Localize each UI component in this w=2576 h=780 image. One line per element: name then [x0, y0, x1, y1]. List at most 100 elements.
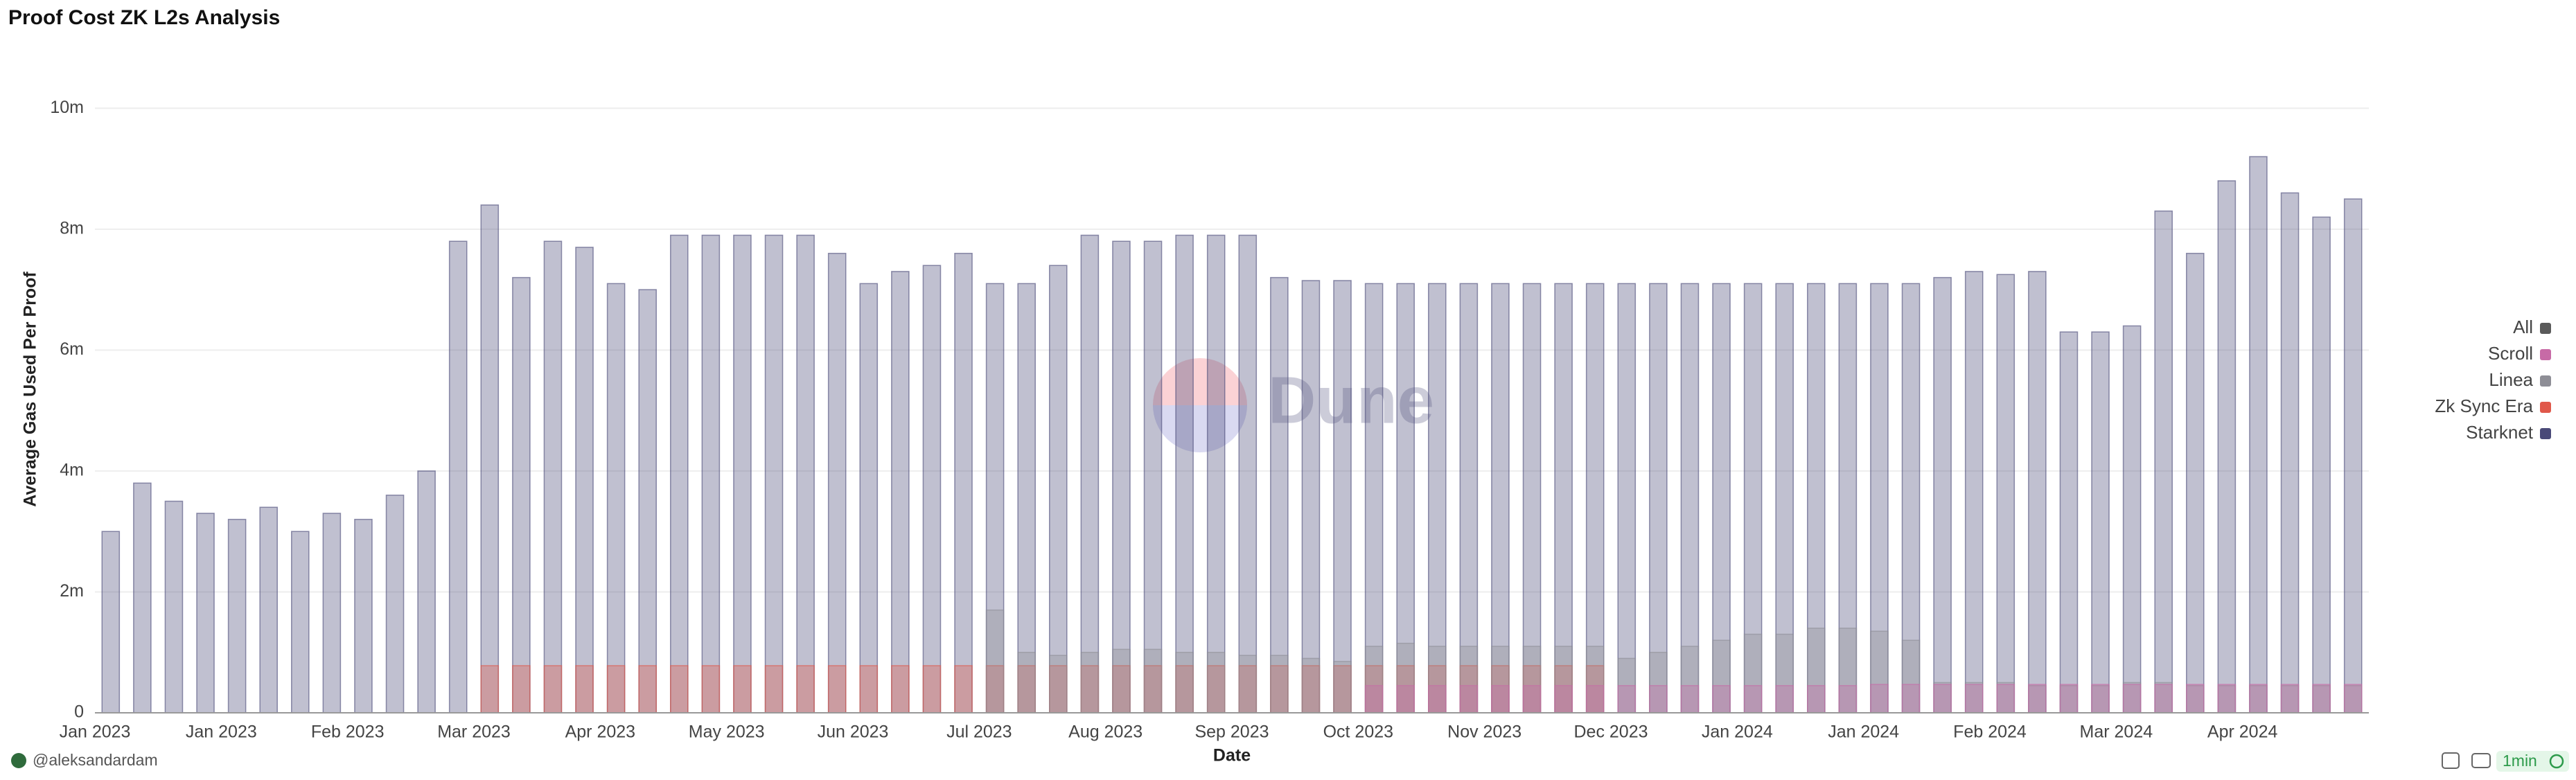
bar: [2312, 216, 2331, 713]
bar: [1206, 651, 1226, 713]
bar: [1743, 283, 1763, 713]
bar: [1933, 684, 1952, 713]
bar: [1775, 684, 1794, 713]
bar: [1522, 684, 1542, 713]
bar: [1049, 265, 1068, 713]
bar: [1428, 646, 1447, 713]
x-tick-label: Jan 2023: [186, 723, 257, 742]
bar: [1175, 234, 1194, 713]
watermark-logo-bottom: [1153, 405, 1247, 452]
bar: [1522, 283, 1542, 713]
bar: [827, 252, 847, 713]
refresh-badge[interactable]: [2496, 751, 2569, 772]
legend-swatch: [2540, 375, 2551, 387]
bar: [2249, 684, 2268, 713]
footer-user[interactable]: @aleksandardam: [33, 751, 158, 769]
bar: [2122, 325, 2142, 713]
bar: [1428, 684, 1447, 713]
edit-icon[interactable]: [2442, 752, 2460, 769]
bar: [2059, 331, 2079, 713]
bar: [575, 247, 594, 713]
bar: [1554, 665, 1573, 713]
bar: [2186, 252, 2205, 713]
x-tick-label: Jun 2023: [818, 723, 889, 742]
bar: [1680, 283, 1700, 713]
bar: [922, 265, 942, 713]
bar: [1775, 633, 1794, 713]
bar: [1112, 648, 1131, 713]
bar: [2091, 684, 2110, 713]
bar: [1680, 646, 1700, 713]
x-tick-label: Jan 2023: [60, 723, 131, 742]
bar: [891, 665, 910, 713]
bar: [1964, 684, 1984, 713]
bar: [1238, 234, 1258, 713]
bar: [1143, 240, 1163, 713]
x-tick-label: Mar 2023: [437, 723, 511, 742]
bar: [1964, 682, 1984, 713]
footer: @aleksandardam 1min: [11, 751, 2569, 772]
camera-icon[interactable]: [2471, 753, 2491, 768]
legend-label[interactable]: All: [2513, 317, 2533, 337]
x-tick-label: Feb 2023: [311, 723, 385, 742]
bar: [1301, 665, 1321, 713]
bar: [1396, 283, 1415, 713]
bar: [543, 665, 563, 713]
bar: [1649, 283, 1668, 713]
bar: [1996, 684, 2015, 713]
legend-label[interactable]: Linea: [2489, 369, 2533, 390]
bar: [1807, 684, 1826, 713]
bar: [2186, 684, 2205, 713]
bar: [480, 204, 500, 713]
x-tick-label: Apr 2024: [2207, 723, 2278, 742]
bar: [1049, 655, 1068, 713]
bar: [985, 609, 1005, 713]
bar: [954, 252, 973, 713]
legend-swatch: [2540, 428, 2551, 439]
y-tick-label: 10m: [50, 98, 84, 117]
bar: [1301, 280, 1321, 713]
bar: [1712, 684, 1731, 713]
bar: [1491, 665, 1510, 713]
bar: [2280, 684, 2300, 713]
bar: [1870, 630, 1889, 713]
x-tick-label: Apr 2023: [565, 723, 635, 742]
bar: [480, 665, 500, 713]
bar: [2217, 180, 2237, 713]
x-tick-label: Sep 2023: [1194, 723, 1269, 742]
x-tick-label: Jul 2023: [946, 723, 1012, 742]
bar: [1996, 274, 2015, 713]
bar: [2028, 684, 2047, 713]
bar: [575, 665, 594, 713]
bar: [859, 283, 879, 713]
bar: [2343, 684, 2363, 713]
bar: [133, 482, 152, 713]
legend-label[interactable]: Scroll: [2488, 343, 2533, 364]
bar: [701, 234, 721, 713]
bar: [227, 518, 247, 713]
bar: [1396, 684, 1415, 713]
bar: [448, 240, 468, 713]
y-tick-label: 6m: [60, 339, 84, 359]
legend-label[interactable]: Zk Sync Era: [2435, 396, 2533, 416]
bar: [1743, 633, 1763, 713]
bar: [1807, 283, 1826, 713]
bar: [1364, 646, 1384, 713]
bar: [2059, 684, 2079, 713]
bar: [1459, 646, 1479, 713]
bar: [512, 665, 531, 713]
bar: [764, 665, 784, 713]
watermark: Dune: [1153, 358, 1434, 452]
legend-label[interactable]: Starknet: [2466, 422, 2534, 443]
bar: [1933, 276, 1952, 713]
refresh-check: [2549, 754, 2564, 769]
bar: [1870, 283, 1889, 713]
bar: [2343, 684, 2363, 713]
watermark-logo-top: [1153, 358, 1247, 405]
x-tick-label: Oct 2023: [1323, 723, 1393, 742]
bar: [1175, 651, 1194, 713]
bar: [827, 665, 847, 713]
bar: [1080, 651, 1100, 713]
bar: [1333, 661, 1352, 713]
